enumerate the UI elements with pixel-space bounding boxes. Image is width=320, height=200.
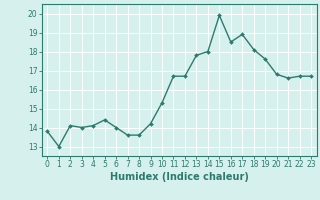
X-axis label: Humidex (Indice chaleur): Humidex (Indice chaleur) (110, 172, 249, 182)
